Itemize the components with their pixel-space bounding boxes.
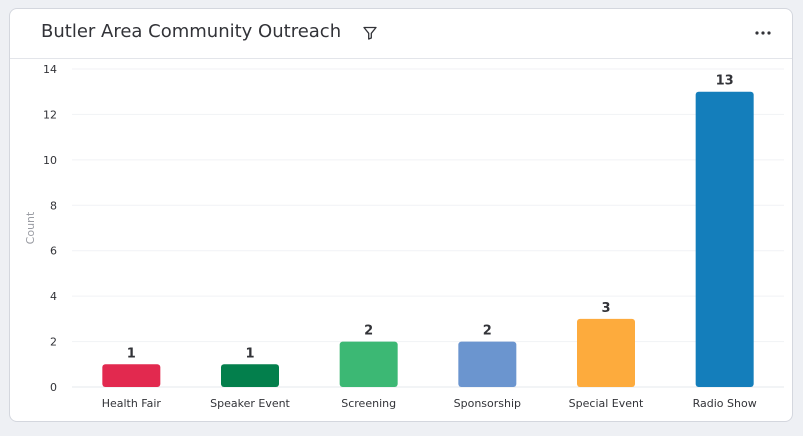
chart-widget: Butler Area Community Outreach 0 2 4 6 8 10 12… <box>9 8 793 422</box>
y-tick-label: 4 <box>50 290 57 303</box>
x-tick-label: Radio Show <box>693 397 757 410</box>
y-tick-label: 12 <box>43 108 57 121</box>
y-tick-label: 8 <box>50 199 57 212</box>
data-label: 3 <box>601 301 610 316</box>
data-label: 1 <box>245 346 254 361</box>
bar-sponsorship[interactable] <box>458 341 517 387</box>
data-label: 2 <box>364 324 373 339</box>
bars <box>102 91 754 387</box>
x-tick-label: Screening <box>341 397 396 410</box>
x-axis-ticks: Health Fair Speaker Event Screening Sponsor… <box>102 397 757 410</box>
grid-lines <box>72 68 784 388</box>
data-label: 2 <box>483 324 492 339</box>
y-tick-label: 0 <box>50 381 57 394</box>
y-tick-label: 6 <box>50 245 57 258</box>
y-tick-label: 14 <box>43 63 57 76</box>
data-label: 1 <box>127 346 136 361</box>
data-labels: 1 1 2 2 3 13 <box>127 74 734 362</box>
bar-speaker-event[interactable] <box>221 364 279 387</box>
y-tick-label: 2 <box>50 336 57 349</box>
x-tick-label: Speaker Event <box>210 397 290 410</box>
bar-health-fair[interactable] <box>102 364 161 387</box>
y-axis-ticks: 0 2 4 6 8 10 12 14 <box>43 63 57 394</box>
data-label: 13 <box>716 74 734 89</box>
widget-header: Butler Area Community Outreach <box>10 9 792 59</box>
bar-screening[interactable] <box>339 341 398 387</box>
x-tick-label: Health Fair <box>102 397 162 410</box>
widget-title: Butler Area Community Outreach <box>41 21 342 42</box>
more-horizontal-icon[interactable] <box>752 23 774 43</box>
x-tick-label: Special Event <box>569 397 644 410</box>
bar-special-event[interactable] <box>577 318 635 387</box>
bar-radio-show[interactable] <box>695 91 754 387</box>
x-tick-label: Sponsorship <box>454 397 521 410</box>
filter-icon[interactable] <box>362 25 378 41</box>
y-axis-label: Count <box>24 211 37 244</box>
y-tick-label: 10 <box>43 154 57 167</box>
